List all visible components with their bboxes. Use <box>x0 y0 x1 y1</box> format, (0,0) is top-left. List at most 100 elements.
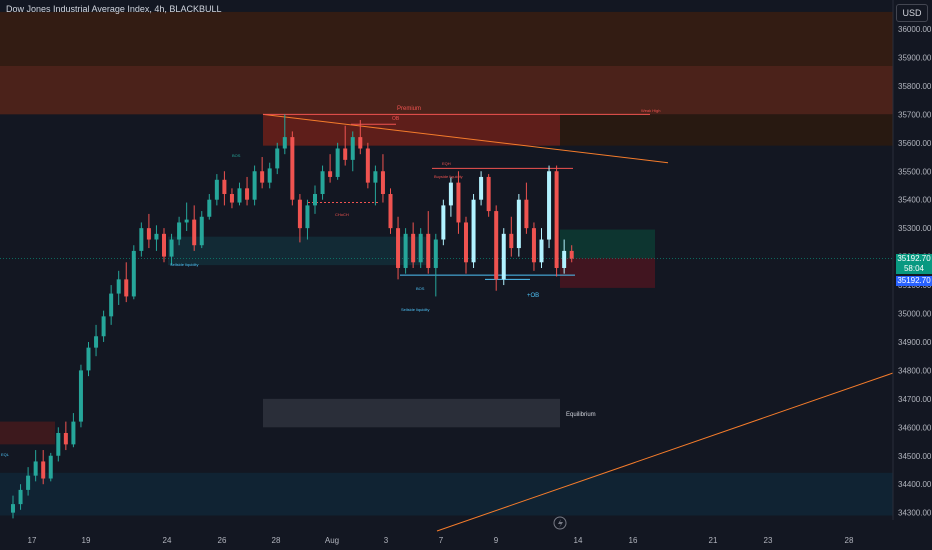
candle-body <box>192 219 197 246</box>
candle <box>562 239 567 274</box>
eql-label: EQL <box>1 452 10 457</box>
candle-body <box>562 250 567 268</box>
candle <box>516 194 521 257</box>
candle-body <box>524 199 529 229</box>
candle <box>260 157 265 189</box>
candle-body <box>539 239 544 263</box>
candle <box>222 171 227 206</box>
candle <box>63 421 68 451</box>
price-tick-label: 34700.00 <box>898 395 932 404</box>
candle <box>494 205 499 291</box>
sellside-zone <box>168 236 430 266</box>
candle <box>290 131 295 206</box>
candle-body <box>124 279 129 297</box>
lightning-icon[interactable] <box>553 516 567 530</box>
equilibrium-zone <box>263 398 560 428</box>
candle-body <box>78 370 83 422</box>
premium-zone-top <box>0 11 893 66</box>
candle <box>26 467 31 496</box>
candle <box>471 194 476 268</box>
candle-body <box>139 228 144 251</box>
sellside-label-left: Sellside liquidity <box>170 262 198 267</box>
time-tick-label: 14 <box>574 536 583 545</box>
candle <box>531 222 536 271</box>
candle-body <box>154 233 159 240</box>
candle <box>11 495 15 519</box>
descending-trendline <box>262 113 669 164</box>
currency-button[interactable]: USD <box>896 4 928 22</box>
candle-body <box>184 219 189 223</box>
price-tick-label: 34400.00 <box>898 480 932 489</box>
candle <box>539 228 544 268</box>
candle <box>464 216 468 274</box>
ob-bear-box <box>263 114 560 146</box>
choch-label: CHoCH <box>335 212 349 217</box>
candle <box>456 171 461 234</box>
candle <box>192 205 197 251</box>
candle <box>124 262 129 303</box>
candle <box>169 233 174 266</box>
candle-body <box>94 336 99 348</box>
time-tick-label: Aug <box>325 536 339 545</box>
candle-body <box>252 171 257 200</box>
candle-body <box>63 432 68 445</box>
price-axis[interactable]: 36000.00 35900.00 35800.00 35700.00 35600.00… <box>892 0 932 520</box>
time-tick-label: 19 <box>82 536 91 545</box>
price-tick-label: 36000.00 <box>898 25 932 34</box>
candle <box>441 199 446 246</box>
candle-body <box>426 233 431 268</box>
price-tick-label: 34800.00 <box>898 366 932 375</box>
candle-body <box>275 148 280 169</box>
candle-body <box>116 279 121 294</box>
candle <box>569 245 574 263</box>
candle-body <box>418 233 423 263</box>
candle-body <box>328 171 333 177</box>
time-tick-label: 28 <box>845 536 854 545</box>
candle <box>101 310 106 342</box>
candle <box>479 171 484 206</box>
ascending-trendline <box>436 372 894 532</box>
candle <box>275 142 280 175</box>
candle <box>501 228 506 286</box>
time-tick-label: 16 <box>629 536 638 545</box>
time-tick-label: 24 <box>163 536 172 545</box>
time-tick-label: 26 <box>218 536 227 545</box>
candle-body <box>313 194 317 206</box>
candle <box>328 154 333 183</box>
candle-body <box>162 233 166 257</box>
candle-body <box>71 421 76 445</box>
candle <box>78 364 83 428</box>
candle-body <box>380 171 385 195</box>
candle-body <box>569 250 574 259</box>
candle <box>94 324 99 357</box>
candle <box>177 216 182 246</box>
cursor-price-tag: 35192.70 <box>896 276 932 286</box>
candle <box>146 213 151 249</box>
time-tick-label: 3 <box>384 536 389 545</box>
candle-body <box>547 171 552 240</box>
candle <box>547 165 552 249</box>
candle-body <box>358 137 363 149</box>
candle <box>365 142 370 189</box>
candle <box>350 131 355 172</box>
lightning-bolt-icon <box>558 519 563 528</box>
candle <box>433 233 438 297</box>
last-price-tag: 35192.70 58:04 <box>896 254 932 274</box>
candle-body <box>486 176 491 212</box>
price-tick-label: 35800.00 <box>898 82 932 91</box>
price-tick-label: 35900.00 <box>898 53 932 62</box>
premium-zone <box>0 65 893 115</box>
candle <box>448 176 453 217</box>
candle-body <box>509 233 514 249</box>
last-price-value: 35192.70 <box>897 254 931 263</box>
candle <box>184 202 189 231</box>
candle-body <box>11 504 15 513</box>
price-tick-label: 34600.00 <box>898 423 932 432</box>
price-tick-label: 35500.00 <box>898 167 932 176</box>
candle <box>139 222 144 257</box>
candle <box>229 188 234 209</box>
time-axis[interactable]: 17 19 24 26 28 Aug 3 7 9 14 16 21 23 28 <box>28 516 854 545</box>
candle <box>343 125 348 166</box>
candle-body <box>297 199 302 229</box>
